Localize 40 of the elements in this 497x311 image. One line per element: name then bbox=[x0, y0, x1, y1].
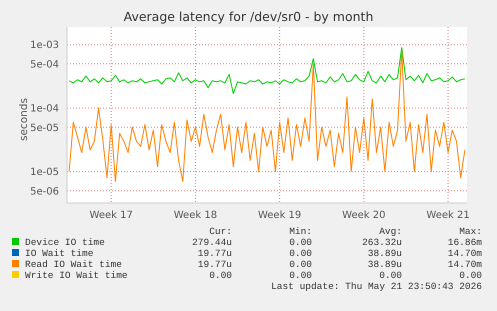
text: 19.77u bbox=[196, 259, 232, 270]
text: Max: bbox=[458, 226, 482, 237]
x-tick-label: Week 18 bbox=[174, 210, 218, 222]
y-axis-title: seconds bbox=[18, 98, 30, 141]
line-series bbox=[68, 50, 466, 182]
line-series bbox=[68, 47, 466, 94]
x-tick-label: Week 19 bbox=[258, 210, 302, 222]
y-tick-label: 1e-03 bbox=[30, 40, 59, 52]
text: 19.77u bbox=[196, 248, 232, 259]
text: 14.70m bbox=[446, 248, 482, 259]
text: 0.00 bbox=[288, 248, 312, 259]
text: Avg: bbox=[378, 226, 402, 237]
legend-label: IO Wait time bbox=[24, 248, 94, 259]
y-tick-label: 1e-04 bbox=[30, 104, 59, 115]
text: 0.00 bbox=[208, 270, 232, 281]
legend-label: Device IO time bbox=[24, 237, 106, 248]
legend-label: Read IO Wait time bbox=[24, 259, 123, 270]
y-tick-label: 5e-06 bbox=[30, 186, 59, 198]
text: 263.32u bbox=[361, 237, 402, 248]
y-tick-label: 1e-05 bbox=[30, 167, 59, 178]
text: 38.89u bbox=[366, 248, 402, 259]
text: 0.00 bbox=[458, 270, 482, 281]
text: 0.00 bbox=[378, 270, 402, 281]
text: Last update: Thu May 21 23:50:43 2026 bbox=[270, 281, 483, 292]
y-tick-label: 5e-05 bbox=[30, 122, 59, 134]
text: 16.86m bbox=[446, 237, 482, 248]
y-tick-label: 5e-04 bbox=[30, 59, 59, 70]
text: Min: bbox=[288, 226, 312, 237]
text: 0.00 bbox=[288, 270, 312, 281]
x-tick-label: Week 21 bbox=[426, 210, 470, 222]
legend-label: Write IO Wait time bbox=[24, 270, 129, 281]
text: 279.44u bbox=[191, 237, 232, 248]
text: Cur: bbox=[208, 226, 232, 237]
text: 0.00 bbox=[288, 259, 312, 270]
text: 0.00 bbox=[288, 237, 312, 248]
x-tick-label: Week 17 bbox=[90, 210, 133, 222]
text: 14.70m bbox=[446, 259, 482, 270]
text: 38.89u bbox=[366, 259, 402, 270]
x-tick-label: Week 20 bbox=[342, 210, 386, 222]
chart-title: Average latency for /dev/sr0 - by month bbox=[122, 9, 374, 24]
